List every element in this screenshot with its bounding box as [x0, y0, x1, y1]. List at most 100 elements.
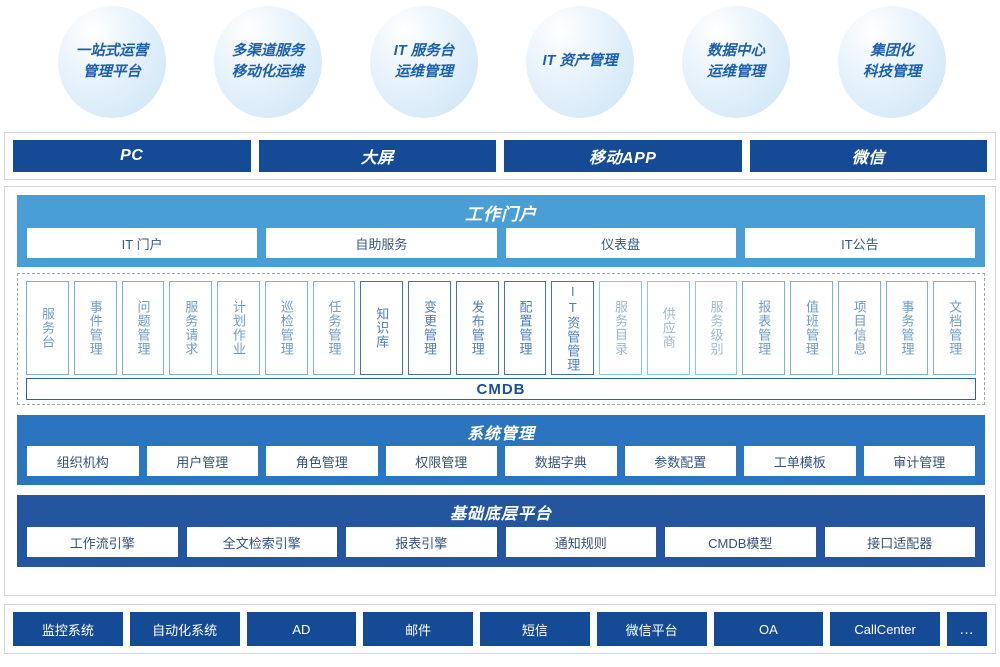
itsm-modules-region: 服务台 事件管理 问题管理 服务请求 计划作业 巡检管理 任务管理 知识库 变更管理 发布管理 配置… [17, 273, 985, 405]
system-management-item[interactable]: 数据字典 [505, 446, 617, 476]
base-platform-item[interactable]: 全文检索引擎 [186, 527, 337, 557]
system-management-item[interactable]: 审计管理 [863, 446, 975, 476]
module-box[interactable]: 事务管理 [885, 281, 929, 375]
module-box[interactable]: 发布管理 [455, 281, 499, 375]
integration-more-button[interactable]: … [947, 612, 987, 646]
channel-button[interactable]: 大屏 [258, 140, 496, 172]
cmdb-bar[interactable]: CMDB [26, 378, 976, 400]
portal-item[interactable]: 仪表盘 [505, 228, 736, 258]
module-box[interactable]: 问题管理 [121, 281, 165, 375]
circle-label-line: 运维管理 [707, 64, 765, 80]
channel-button[interactable]: 微信 [749, 140, 987, 172]
system-management-item[interactable]: 用户管理 [146, 446, 258, 476]
circle-label-line: IT 资产管理 [542, 53, 618, 70]
integration-item[interactable]: 邮件 [363, 612, 473, 646]
integration-item[interactable]: CallCenter [830, 612, 940, 646]
module-label: 值班管理 [804, 300, 820, 356]
integration-item[interactable]: 微信平台 [596, 612, 707, 646]
module-label: 事务管理 [899, 300, 915, 356]
module-label: 问题管理 [135, 300, 151, 356]
circle-label-line: 集团化 [870, 42, 914, 59]
platform-architecture-panel: 工作门户 IT 门户 自助服务 仪表盘 IT公告 服务台 事件管理 问题管理 服务请求 计划作… [4, 186, 996, 596]
module-label: 巡检管理 [278, 300, 294, 356]
cmdb-label: CMDB [476, 380, 526, 398]
integration-item[interactable]: OA [713, 612, 824, 646]
circle-label-line: 管理平台 [83, 64, 141, 80]
base-platform-block: 基础底层平台 工作流引擎 全文检索引擎 报表引擎 通知规则 CMDB模型 接口适配器 [17, 495, 985, 567]
integration-item[interactable]: 自动化系统 [129, 612, 240, 646]
module-box[interactable]: 计划作业 [217, 281, 260, 375]
module-box[interactable]: 服务台 [26, 281, 69, 375]
circle-label-line: 科技管理 [863, 64, 921, 80]
base-platform-item[interactable]: 报表引擎 [346, 527, 497, 557]
system-management-item[interactable]: 参数配置 [624, 446, 736, 476]
module-label: 变更管理 [422, 300, 438, 356]
circle-label-line: IT 服务台 [393, 42, 455, 59]
circle-item-2: IT 服务台 运维管理 [370, 6, 478, 118]
base-platform-items: 工作流引擎 全文检索引擎 报表引擎 通知规则 CMDB模型 接口适配器 [27, 527, 975, 557]
circle-label-line: 移动化运维 [231, 64, 305, 80]
module-label: 知识库 [374, 307, 390, 349]
module-label: 配置管理 [517, 300, 533, 356]
base-platform-item[interactable]: CMDB模型 [665, 527, 816, 557]
base-platform-item[interactable]: 接口适配器 [824, 527, 975, 557]
system-management-block: 系统管理 组织机构 用户管理 角色管理 权限管理 数据字典 参数配置 工单模板 审计管理 [17, 415, 985, 485]
module-label: 任务管理 [326, 300, 342, 356]
system-management-title: 系统管理 [466, 426, 535, 443]
module-box[interactable]: 值班管理 [790, 281, 833, 375]
integration-item[interactable]: 监控系统 [13, 612, 123, 646]
system-management-items: 组织机构 用户管理 角色管理 权限管理 数据字典 参数配置 工单模板 审计管理 [27, 446, 975, 476]
module-box[interactable]: 事件管理 [73, 281, 117, 375]
circle-item-5: 集团化 科技管理 [838, 6, 946, 118]
module-box[interactable]: 文档管理 [933, 281, 976, 375]
module-box[interactable]: 配置管理 [503, 281, 547, 375]
base-platform-item[interactable]: 工作流引擎 [27, 527, 178, 557]
module-box[interactable]: 服务目录 [599, 281, 642, 375]
module-label: 服务台 [40, 307, 56, 349]
system-management-item[interactable]: 权限管理 [385, 446, 497, 476]
system-management-item[interactable]: 角色管理 [266, 446, 378, 476]
module-label: 文档管理 [947, 300, 963, 356]
circle-item-0: 一站式运营 管理平台 [58, 6, 166, 118]
module-label: 报表管理 [756, 300, 772, 356]
channel-button[interactable]: 移动APP [504, 140, 742, 172]
module-label: 供应商 [660, 307, 676, 349]
portal-item[interactable]: IT公告 [744, 228, 975, 258]
module-label: 发布管理 [469, 300, 485, 356]
module-box[interactable]: 知识库 [360, 281, 403, 375]
module-label: 项目信息 [851, 300, 867, 356]
work-portal-items: IT 门户 自助服务 仪表盘 IT公告 [27, 228, 975, 258]
integration-item[interactable]: 短信 [480, 612, 590, 646]
circle-label-line: 多渠道服务 [231, 42, 305, 59]
base-platform-item[interactable]: 通知规则 [505, 527, 656, 557]
circle-label-line: 运维管理 [395, 64, 453, 80]
module-box[interactable]: 巡检管理 [264, 281, 308, 375]
module-label: 服务请求 [183, 300, 199, 356]
system-management-item[interactable]: 组织机构 [27, 446, 139, 476]
system-management-item[interactable]: 工单模板 [744, 446, 856, 476]
module-box[interactable]: 任务管理 [312, 281, 356, 375]
module-box[interactable]: 供应商 [646, 281, 690, 375]
module-box[interactable]: 变更管理 [408, 281, 451, 375]
circle-item-1: 多渠道服务移动化运维 [214, 6, 322, 118]
channel-button[interactable]: PC [13, 140, 251, 172]
circle-label-line: 数据中心 [707, 42, 765, 59]
access-channel-row: PC 大屏 移动APP 微信 [13, 140, 987, 172]
module-label: 计划作业 [231, 300, 247, 356]
module-box[interactable]: IT资管管理 [551, 281, 594, 375]
portal-item[interactable]: 自助服务 [266, 228, 497, 258]
module-box[interactable]: 服务级别 [694, 281, 738, 375]
module-box[interactable]: 报表管理 [742, 281, 785, 375]
module-label: 事件管理 [87, 300, 103, 356]
module-box[interactable]: 项目信息 [837, 281, 881, 375]
integration-systems-row: 监控系统 自动化系统 AD 邮件 短信 微信平台 OA CallCenter… [13, 612, 987, 646]
portal-item[interactable]: IT 门户 [27, 228, 258, 258]
module-label: 服务级别 [708, 300, 724, 356]
itsm-modules-row: 服务台 事件管理 问题管理 服务请求 计划作业 巡检管理 任务管理 知识库 变更管理 发布管理 配置… [26, 281, 976, 375]
integration-systems-panel: 监控系统 自动化系统 AD 邮件 短信 微信平台 OA CallCenter… [4, 604, 996, 654]
work-portal-title: 工作门户 [465, 205, 537, 224]
integration-item[interactable]: AD [246, 612, 357, 646]
value-proposition-circles: 一站式运营 管理平台 多渠道服务 移动化运维 IT 服务台 运维管理 IT 资产管理 数据中心… [0, 0, 1000, 126]
module-label: IT资管管理 [565, 284, 581, 372]
module-box[interactable]: 服务请求 [169, 281, 212, 375]
